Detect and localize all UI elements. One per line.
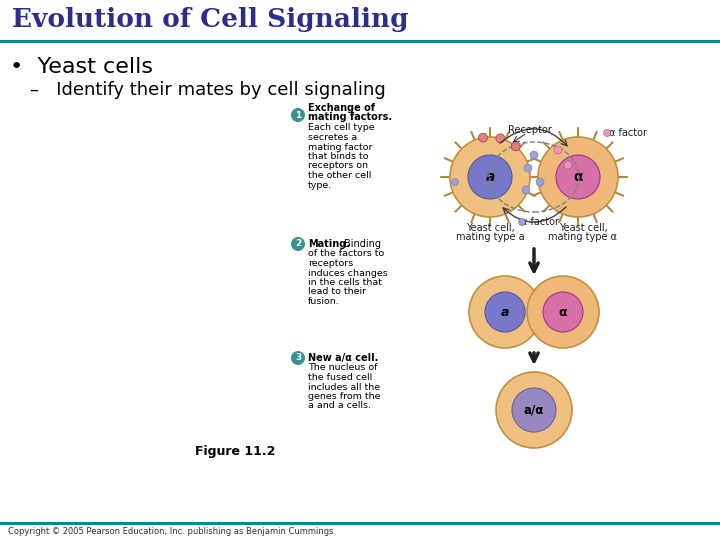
- Text: mating type a: mating type a: [456, 232, 524, 242]
- Text: the other cell: the other cell: [308, 171, 372, 180]
- Circle shape: [450, 137, 530, 217]
- Text: mating factor: mating factor: [308, 143, 372, 152]
- Circle shape: [603, 130, 611, 137]
- Text: mating factors.: mating factors.: [308, 112, 392, 122]
- Text: the fused cell: the fused cell: [308, 373, 372, 382]
- Text: 1: 1: [295, 111, 301, 119]
- Circle shape: [543, 292, 583, 332]
- Circle shape: [496, 134, 505, 143]
- Text: 2: 2: [295, 240, 301, 248]
- Text: α: α: [573, 170, 582, 184]
- Text: α: α: [559, 306, 567, 319]
- Text: Figure 11.2: Figure 11.2: [195, 446, 275, 458]
- Circle shape: [522, 186, 530, 194]
- Text: that binds to: that binds to: [308, 152, 369, 161]
- Circle shape: [530, 151, 538, 159]
- Bar: [0, 0, 720, 40]
- Circle shape: [536, 178, 544, 186]
- Text: Each cell type: Each cell type: [308, 124, 374, 132]
- Text: Exchange of: Exchange of: [308, 103, 375, 113]
- Circle shape: [518, 219, 526, 226]
- Text: of the factors to: of the factors to: [308, 249, 384, 259]
- Text: genes from the: genes from the: [308, 392, 380, 401]
- Text: Yeast cell,: Yeast cell,: [559, 223, 608, 233]
- Text: –   Identify their mates by cell signaling: – Identify their mates by cell signaling: [30, 81, 386, 99]
- Text: The nucleus of: The nucleus of: [308, 363, 377, 373]
- Text: receptors on: receptors on: [308, 161, 368, 171]
- Text: Evolution of Cell Signaling: Evolution of Cell Signaling: [12, 6, 409, 31]
- Bar: [0, 39, 720, 43]
- Text: •  Yeast cells: • Yeast cells: [10, 57, 153, 77]
- Text: receptors: receptors: [308, 259, 354, 268]
- Text: in the cells that: in the cells that: [308, 278, 382, 287]
- Text: induces changes: induces changes: [308, 268, 388, 278]
- Text: Binding: Binding: [344, 239, 381, 249]
- Text: a: a: [485, 170, 495, 184]
- Bar: [0, 522, 720, 525]
- Circle shape: [538, 137, 618, 217]
- Circle shape: [564, 161, 572, 169]
- Text: a and a cells.: a and a cells.: [308, 402, 371, 410]
- Text: α factor: α factor: [609, 128, 647, 138]
- Bar: [0, 43, 720, 522]
- Text: New a/α cell.: New a/α cell.: [308, 353, 379, 363]
- Text: lead to their: lead to their: [308, 287, 366, 296]
- Text: α factor: α factor: [521, 217, 559, 227]
- Circle shape: [496, 372, 572, 448]
- Text: secretes a: secretes a: [308, 133, 357, 142]
- Text: Copyright © 2005 Pearson Education, Inc. publishing as Benjamin Cummings: Copyright © 2005 Pearson Education, Inc.…: [8, 528, 333, 537]
- Text: mating type α: mating type α: [549, 232, 618, 242]
- Text: a/α: a/α: [524, 403, 544, 416]
- Circle shape: [451, 179, 459, 186]
- Text: a: a: [501, 306, 509, 319]
- Circle shape: [556, 155, 600, 199]
- Text: Yeast cell,: Yeast cell,: [466, 223, 514, 233]
- Circle shape: [527, 276, 599, 348]
- Text: Receptor: Receptor: [508, 125, 552, 135]
- Text: 3: 3: [295, 354, 301, 362]
- Circle shape: [291, 108, 305, 122]
- Text: Mating.: Mating.: [308, 239, 350, 249]
- Circle shape: [291, 351, 305, 365]
- Circle shape: [469, 276, 541, 348]
- Circle shape: [468, 155, 512, 199]
- Circle shape: [485, 292, 525, 332]
- Circle shape: [554, 146, 562, 154]
- Text: includes all the: includes all the: [308, 382, 380, 392]
- Text: fusion.: fusion.: [308, 297, 340, 306]
- Circle shape: [512, 388, 556, 432]
- Circle shape: [511, 142, 521, 151]
- Circle shape: [291, 237, 305, 251]
- Circle shape: [524, 164, 532, 172]
- Text: type.: type.: [308, 180, 332, 190]
- Circle shape: [479, 133, 487, 142]
